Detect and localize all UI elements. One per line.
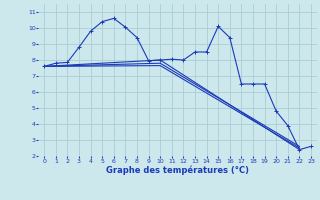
X-axis label: Graphe des températures (°C): Graphe des températures (°C) [106,165,249,175]
